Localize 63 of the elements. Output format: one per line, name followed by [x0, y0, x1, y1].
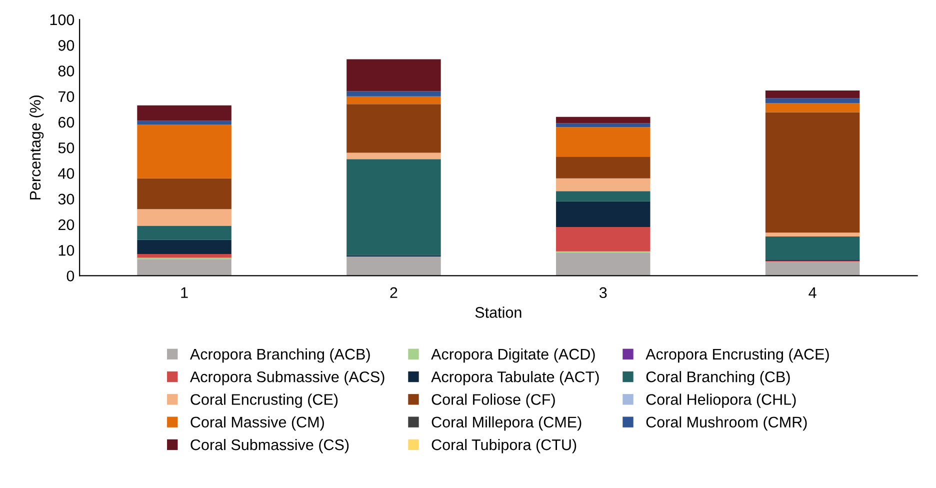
bar: [137, 240, 232, 254]
bar: [137, 259, 232, 276]
x-tick-label: 1: [181, 287, 188, 298]
bar: [137, 124, 232, 178]
bar: [765, 103, 860, 112]
y-tick-label: 80: [58, 66, 74, 76]
bar: [346, 96, 441, 104]
y-tick-label: 90: [58, 40, 74, 51]
y-tick-label: 60: [58, 116, 74, 128]
y-tick-label: 10: [58, 244, 74, 256]
y-tick-label: 0: [66, 270, 74, 282]
legend-label: Coral Tubipora (CTU): [432, 438, 576, 454]
bar: [137, 120, 232, 125]
legend-label: Coral Millepora (CME): [432, 416, 582, 431]
y-tick-label: 100: [50, 14, 74, 26]
legend-label: Acropora Branching (ACB): [190, 348, 370, 363]
x-axis-title: Station: [475, 306, 522, 318]
y-tick-label: 20: [58, 219, 74, 230]
y-tick-label: 30: [58, 194, 74, 205]
bar: [137, 209, 232, 226]
legend-label: Coral Encrusting (CE): [190, 394, 338, 408]
bar: [765, 90, 860, 98]
bar: [137, 178, 232, 210]
legend-label: Acropora Submassive (ACS): [190, 371, 384, 386]
bar: [765, 98, 860, 104]
legend-label: Acropora Tabulate (ACT): [431, 371, 599, 386]
legend-label: Acropora Encrusting (ACE): [646, 348, 829, 363]
legend-label: Coral Mushroom (CMR): [646, 416, 807, 431]
bar: [765, 262, 860, 276]
legend-label: Coral Foliose (CF): [432, 394, 555, 408]
bar: [556, 191, 650, 202]
y-axis-title: Percentage (%): [29, 95, 44, 200]
legend-label: Coral Massive (CM): [190, 416, 324, 431]
legend-label: Acropora Digitate (ACD): [431, 348, 595, 363]
bar: [346, 256, 441, 276]
y-tick-label: 50: [58, 142, 74, 154]
bar: [346, 59, 441, 92]
bar: [137, 254, 232, 258]
legend-label: Coral Heliopora (CHL): [646, 394, 796, 408]
bar: [765, 236, 860, 260]
bar: [556, 156, 650, 178]
x-tick-label: 4: [808, 287, 816, 298]
legend-label: Coral Branching (CB): [646, 371, 790, 386]
bar: [556, 252, 650, 276]
bar: [346, 159, 441, 256]
bar: [556, 178, 650, 192]
bar: [765, 232, 860, 237]
bar: [137, 105, 232, 121]
bar: [346, 91, 441, 96]
bar: [765, 112, 860, 233]
bar: [556, 116, 650, 124]
y-tick-label: 70: [58, 91, 74, 102]
bar: [346, 104, 441, 153]
bar: [556, 127, 650, 157]
legend-label: Coral Submassive (CS): [190, 438, 349, 454]
bar: [346, 152, 441, 160]
x-tick-label: 3: [599, 287, 607, 298]
y-tick-label: 40: [58, 168, 74, 179]
x-tick-label: 2: [390, 287, 398, 298]
bar: [556, 227, 650, 252]
bar: [556, 201, 650, 228]
bar: [556, 123, 650, 128]
bar: [137, 226, 232, 240]
